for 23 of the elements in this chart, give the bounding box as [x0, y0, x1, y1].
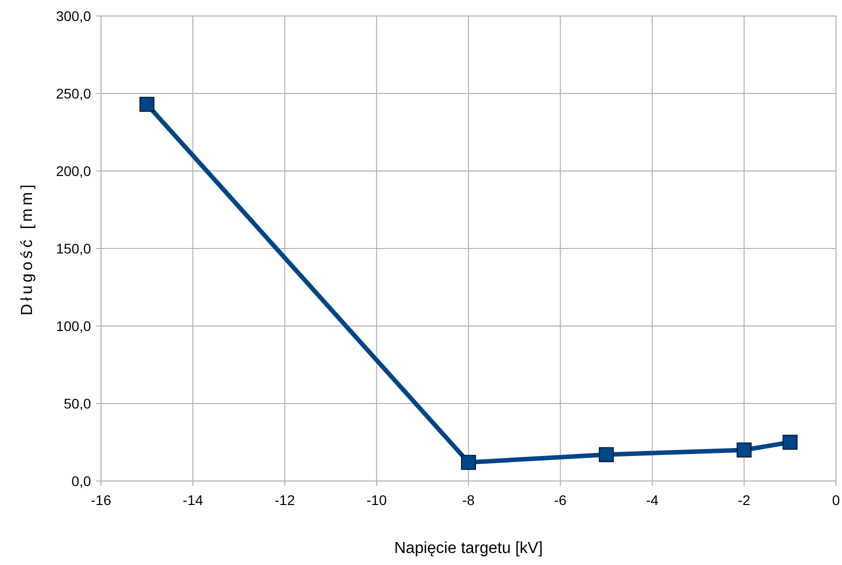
point — [598, 447, 614, 462]
y-axis-title: Długość [mm] — [19, 182, 36, 316]
y-tick-label: 50,0 — [64, 396, 92, 412]
y-tick-label: 300,0 — [56, 8, 92, 24]
point — [461, 454, 476, 470]
y-tick-label: 100,0 — [56, 318, 92, 334]
x-tick-label: -12 — [274, 492, 296, 508]
y-tick-label: 200,0 — [56, 163, 92, 179]
point — [782, 434, 798, 450]
x-tick-label: 0 — [832, 492, 840, 508]
point — [736, 442, 752, 458]
point — [139, 96, 154, 112]
y-tick-label: 150,0 — [56, 240, 92, 256]
x-axis-title: Napięcie targetu [kV] — [394, 540, 543, 557]
x-tick-label: -2 — [738, 492, 751, 508]
x-tick-label: -16 — [90, 492, 112, 508]
y-tick-label: 0,0 — [72, 473, 92, 489]
x-tick-label: -10 — [366, 492, 387, 508]
x-tick-label: -8 — [462, 492, 475, 508]
x-tick-label: -6 — [554, 492, 567, 508]
y-tick-label: 250,0 — [56, 86, 92, 102]
x-tick-label: -14 — [182, 492, 204, 508]
x-tick-label: -4 — [646, 492, 659, 508]
